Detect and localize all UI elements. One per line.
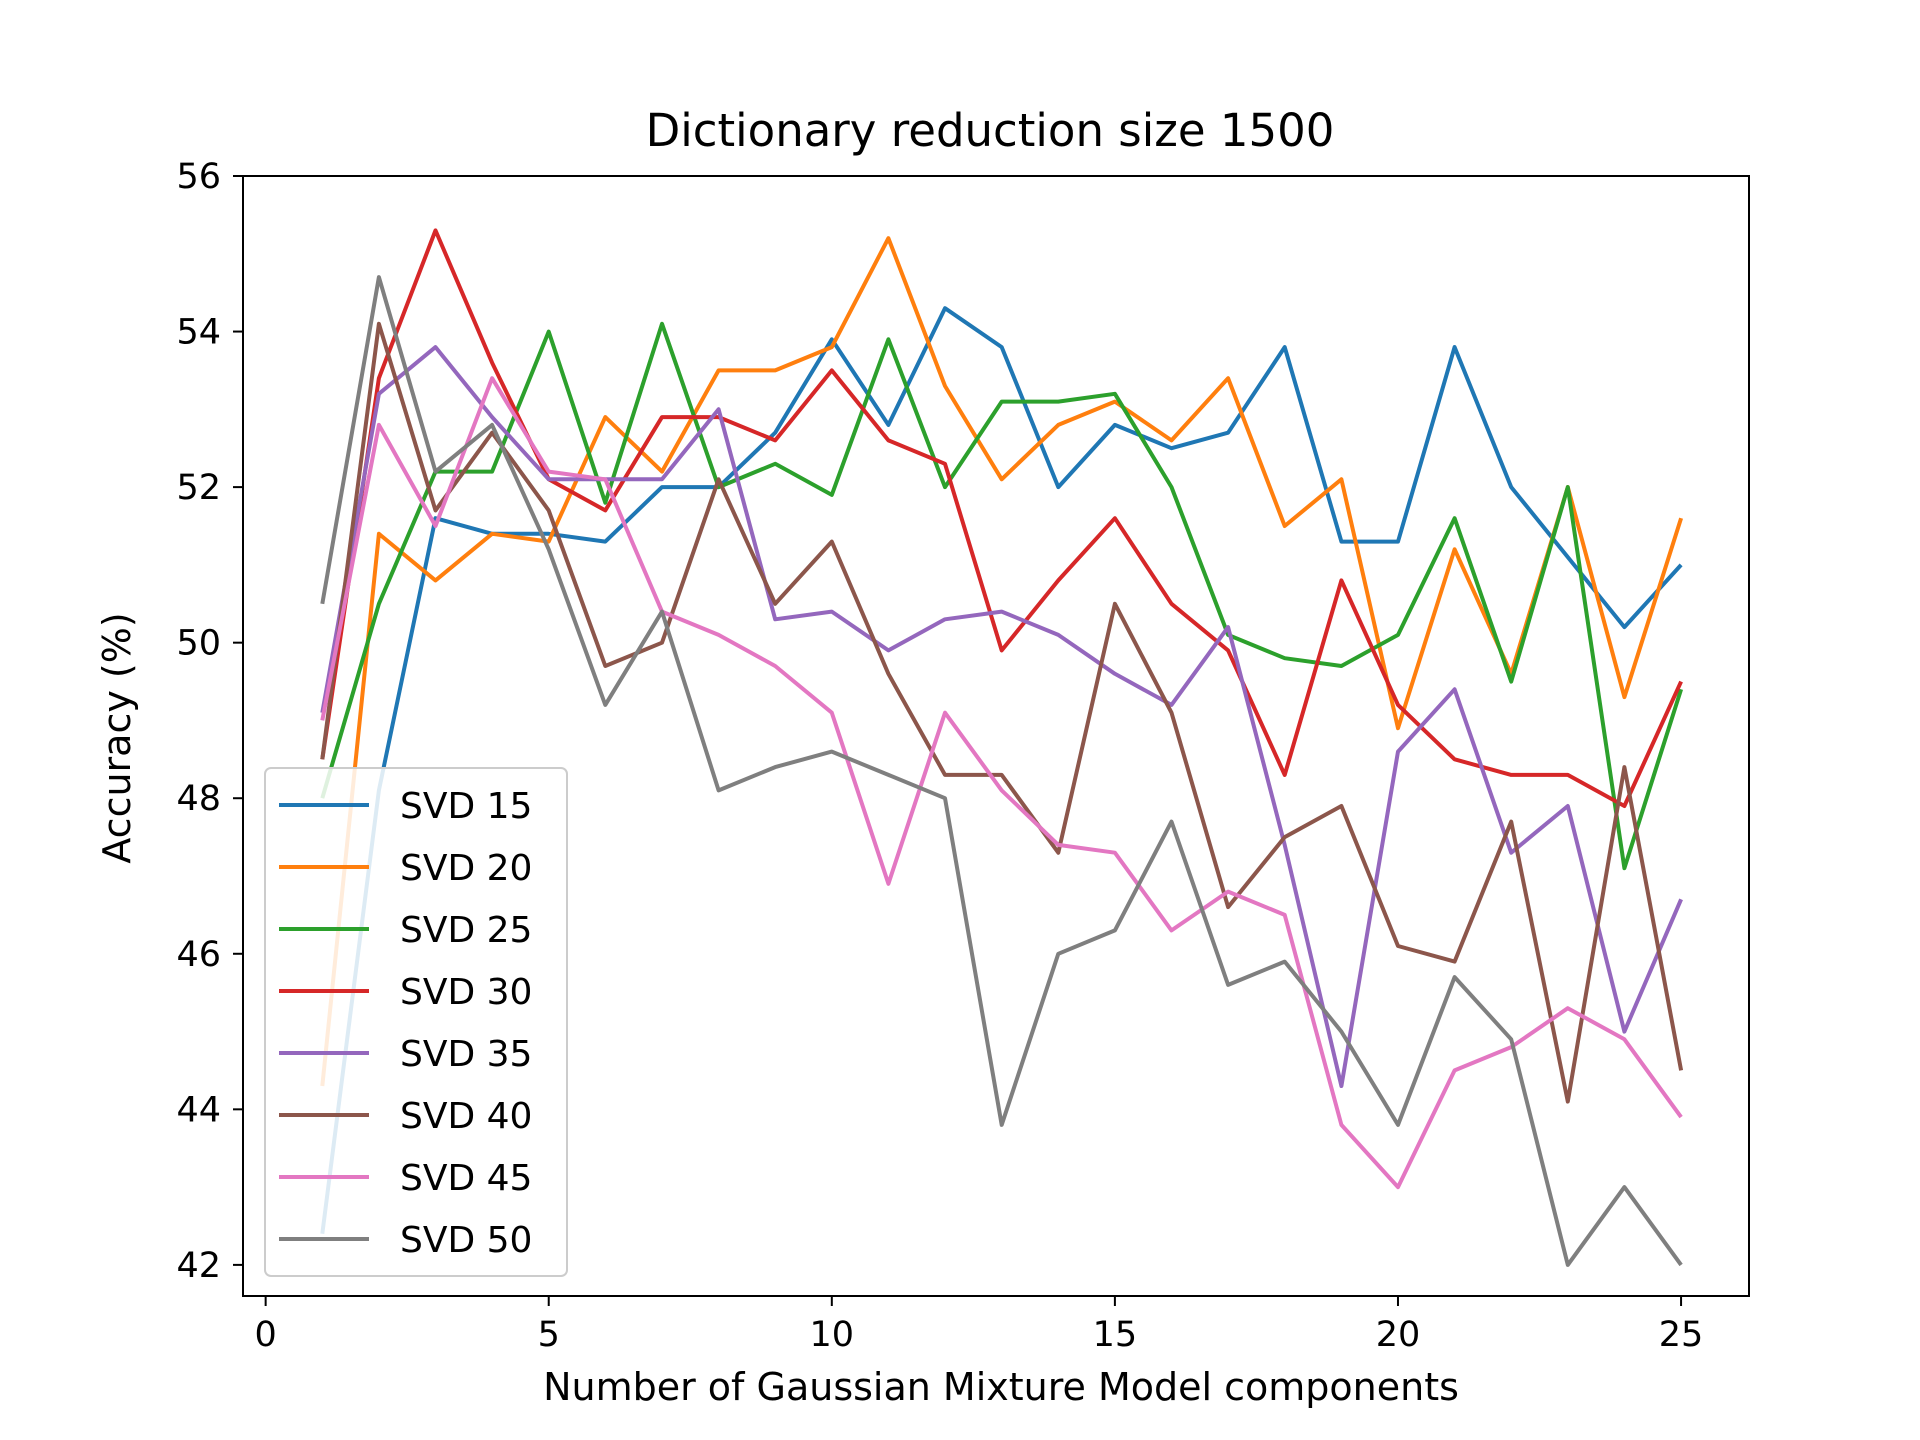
y-tick-label: 42 xyxy=(176,1246,221,1286)
y-tick-label: 52 xyxy=(176,468,221,508)
y-tick-label: 46 xyxy=(176,935,221,975)
plot-area-lines xyxy=(320,228,1684,1267)
series-line-svd-25 xyxy=(320,321,1684,871)
series-line-svd-40 xyxy=(320,321,1684,1104)
x-tick-label: 25 xyxy=(1659,1315,1704,1355)
legend-label: SVD 45 xyxy=(400,1158,532,1199)
x-axis-label: Number of Gaussian Mixture Model compone… xyxy=(543,1365,1459,1409)
x-tick-label: 0 xyxy=(255,1315,277,1355)
series-line-svd-30 xyxy=(320,228,1683,808)
legend-label: SVD 50 xyxy=(400,1220,532,1261)
series-line-svd-45 xyxy=(320,376,1683,1190)
legend-label: SVD 20 xyxy=(400,848,532,889)
y-tick-label: 44 xyxy=(176,1090,221,1130)
legend: SVD 15 SVD 20 SVD 25 SVD 30 SVD 35 SVD 40 SVD … xyxy=(264,767,568,1277)
legend-box xyxy=(264,767,568,1277)
series-line-svd-15 xyxy=(320,306,1683,1235)
series-line-svd-50 xyxy=(320,275,1683,1267)
legend-label: SVD 30 xyxy=(400,972,532,1013)
series-line-svd-35 xyxy=(320,345,1683,1088)
x-axis: 0 5 10 15 20 25 xyxy=(255,1296,1704,1355)
legend-label: SVD 25 xyxy=(400,910,532,951)
y-axis: 42 44 46 48 50 52 54 56 xyxy=(176,157,243,1286)
legend-label: SVD 35 xyxy=(400,1034,532,1075)
y-tick-label: 48 xyxy=(176,779,221,819)
y-axis-label: Accuracy (%) xyxy=(95,612,139,863)
y-tick-label: 50 xyxy=(176,624,221,664)
x-tick-label: 5 xyxy=(538,1315,560,1355)
x-tick-label: 10 xyxy=(810,1315,855,1355)
legend-label: SVD 15 xyxy=(400,786,532,827)
y-tick-label: 56 xyxy=(176,157,221,197)
plot-frame xyxy=(242,175,1750,1297)
x-tick-label: 15 xyxy=(1093,1315,1138,1355)
x-tick-label: 20 xyxy=(1376,1315,1421,1355)
legend-label: SVD 40 xyxy=(400,1096,532,1137)
y-tick-label: 54 xyxy=(176,313,221,353)
series-line-svd-20 xyxy=(320,236,1684,1087)
chart-title: Dictionary reduction size 1500 xyxy=(646,104,1335,157)
